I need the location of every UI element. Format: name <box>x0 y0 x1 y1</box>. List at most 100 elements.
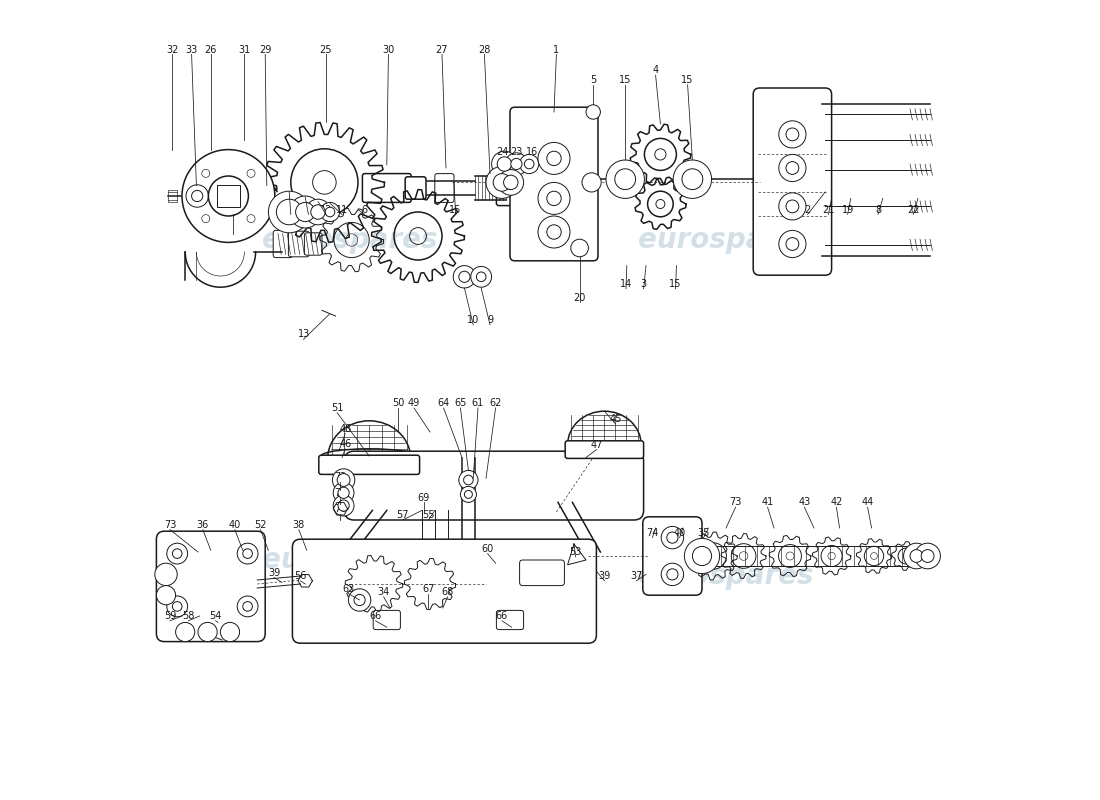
Text: 65: 65 <box>454 398 466 408</box>
Circle shape <box>786 200 799 213</box>
Text: 19: 19 <box>842 205 854 214</box>
Text: 38: 38 <box>293 520 305 530</box>
Text: 63: 63 <box>342 584 354 594</box>
Text: 14: 14 <box>620 279 632 289</box>
Text: 55: 55 <box>422 510 435 520</box>
Text: 2: 2 <box>804 205 811 214</box>
Text: 40: 40 <box>673 528 685 538</box>
Text: 66: 66 <box>370 611 382 621</box>
Text: 58: 58 <box>183 611 195 621</box>
Circle shape <box>173 602 182 611</box>
Circle shape <box>510 158 522 170</box>
FancyBboxPatch shape <box>362 174 411 202</box>
Circle shape <box>243 602 252 611</box>
Circle shape <box>220 622 240 642</box>
Circle shape <box>268 191 310 233</box>
Circle shape <box>208 176 249 216</box>
Circle shape <box>333 495 354 516</box>
Circle shape <box>538 142 570 174</box>
Circle shape <box>921 550 934 562</box>
Text: 12: 12 <box>320 205 332 214</box>
Circle shape <box>582 173 602 192</box>
Circle shape <box>167 596 188 617</box>
Text: 31: 31 <box>239 45 251 54</box>
Text: 73: 73 <box>164 520 176 530</box>
Text: 33: 33 <box>186 45 198 54</box>
Circle shape <box>453 266 475 288</box>
FancyBboxPatch shape <box>754 88 832 275</box>
Text: 23: 23 <box>510 147 522 157</box>
FancyBboxPatch shape <box>305 233 322 255</box>
Text: 29: 29 <box>258 45 272 54</box>
Text: eurospares: eurospares <box>262 546 438 574</box>
Text: eurospares: eurospares <box>638 226 814 254</box>
Text: 1: 1 <box>553 45 560 54</box>
Text: 15: 15 <box>670 279 682 289</box>
FancyBboxPatch shape <box>510 107 598 261</box>
Text: 42: 42 <box>830 498 843 507</box>
Circle shape <box>311 205 326 219</box>
Circle shape <box>779 154 806 182</box>
Text: 69: 69 <box>418 493 430 502</box>
Circle shape <box>296 202 315 222</box>
Text: 5: 5 <box>590 75 596 85</box>
Text: 10: 10 <box>468 315 480 325</box>
Text: 61: 61 <box>472 398 484 408</box>
Text: 15: 15 <box>450 205 462 214</box>
Text: 17: 17 <box>285 205 297 214</box>
Text: 22: 22 <box>906 205 920 214</box>
Text: 35: 35 <box>697 528 710 538</box>
Text: 71: 71 <box>334 488 346 498</box>
FancyBboxPatch shape <box>642 517 702 595</box>
Text: 36: 36 <box>197 520 209 530</box>
Circle shape <box>289 196 321 228</box>
Text: 73: 73 <box>729 498 741 507</box>
Circle shape <box>571 239 588 257</box>
Circle shape <box>684 538 719 574</box>
Circle shape <box>176 622 195 642</box>
Circle shape <box>326 207 334 217</box>
FancyBboxPatch shape <box>373 610 400 630</box>
Circle shape <box>667 569 678 580</box>
Circle shape <box>910 550 923 562</box>
Circle shape <box>338 500 349 511</box>
Circle shape <box>661 526 683 549</box>
Text: 15: 15 <box>619 75 631 85</box>
Circle shape <box>459 470 478 490</box>
Circle shape <box>497 157 512 171</box>
Circle shape <box>471 266 492 287</box>
Circle shape <box>493 174 510 191</box>
Text: 20: 20 <box>573 293 586 302</box>
Text: 39: 39 <box>598 571 611 581</box>
Circle shape <box>786 238 799 250</box>
Text: 59: 59 <box>164 611 176 621</box>
Circle shape <box>238 543 258 564</box>
FancyBboxPatch shape <box>273 230 293 258</box>
Circle shape <box>349 589 371 611</box>
Text: 40: 40 <box>229 520 241 530</box>
Circle shape <box>486 166 518 198</box>
Text: 44: 44 <box>861 498 873 507</box>
Circle shape <box>338 487 349 498</box>
Text: 7: 7 <box>230 205 236 214</box>
Text: 62: 62 <box>490 398 502 408</box>
Circle shape <box>547 191 561 206</box>
Circle shape <box>661 563 683 586</box>
Text: 53: 53 <box>570 547 582 557</box>
Circle shape <box>167 543 188 564</box>
Circle shape <box>476 272 486 282</box>
Circle shape <box>182 150 275 242</box>
Circle shape <box>786 128 799 141</box>
Circle shape <box>779 230 806 258</box>
FancyBboxPatch shape <box>156 531 265 642</box>
Circle shape <box>459 271 470 282</box>
Text: 52: 52 <box>254 520 266 530</box>
Circle shape <box>305 199 331 225</box>
Circle shape <box>333 482 354 503</box>
Circle shape <box>505 153 528 175</box>
Circle shape <box>692 546 712 566</box>
Circle shape <box>547 225 561 239</box>
Circle shape <box>276 199 303 225</box>
Circle shape <box>320 202 340 222</box>
Circle shape <box>354 594 365 606</box>
